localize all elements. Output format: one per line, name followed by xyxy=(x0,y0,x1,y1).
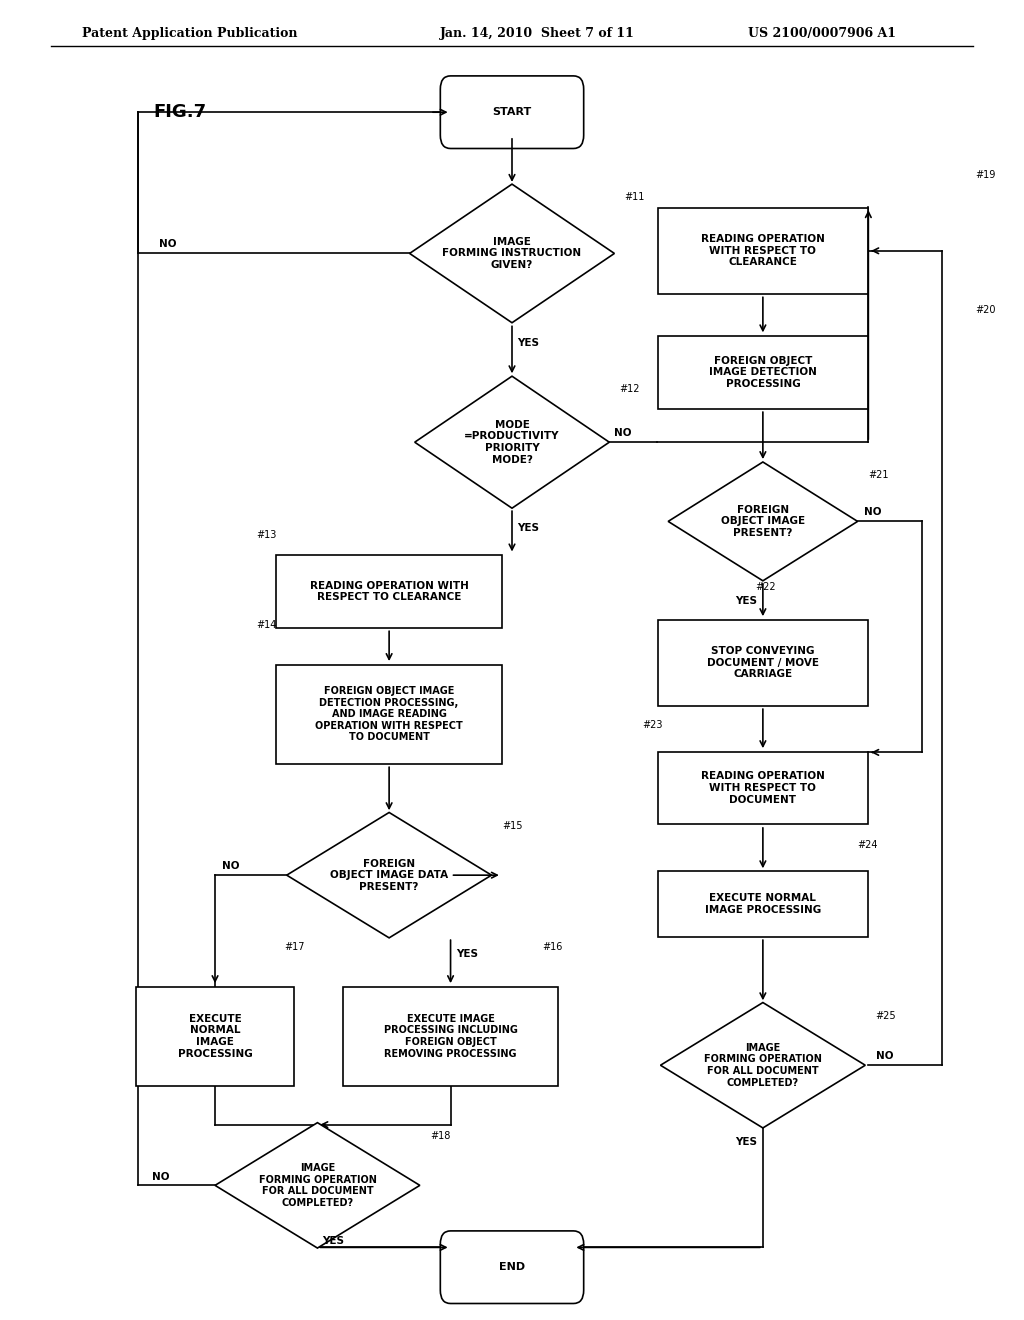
Text: Jan. 14, 2010  Sheet 7 of 11: Jan. 14, 2010 Sheet 7 of 11 xyxy=(440,26,635,40)
Text: FOREIGN OBJECT IMAGE
DETECTION PROCESSING,
AND IMAGE READING
OPERATION WITH RESP: FOREIGN OBJECT IMAGE DETECTION PROCESSIN… xyxy=(315,686,463,742)
Text: FOREIGN
OBJECT IMAGE DATA
PRESENT?: FOREIGN OBJECT IMAGE DATA PRESENT? xyxy=(330,858,449,892)
Text: Patent Application Publication: Patent Application Publication xyxy=(82,26,297,40)
Text: YES: YES xyxy=(735,1137,757,1147)
Text: READING OPERATION WITH
RESPECT TO CLEARANCE: READING OPERATION WITH RESPECT TO CLEARA… xyxy=(309,581,469,602)
FancyBboxPatch shape xyxy=(135,987,295,1085)
Text: FOREIGN
OBJECT IMAGE
PRESENT?: FOREIGN OBJECT IMAGE PRESENT? xyxy=(721,504,805,539)
Text: MODE
=PRODUCTIVITY
PRIORITY
MODE?: MODE =PRODUCTIVITY PRIORITY MODE? xyxy=(464,420,560,465)
Text: YES: YES xyxy=(735,595,757,606)
Text: READING OPERATION
WITH RESPECT TO
CLEARANCE: READING OPERATION WITH RESPECT TO CLEARA… xyxy=(701,234,824,268)
Text: #18: #18 xyxy=(430,1131,451,1140)
FancyBboxPatch shape xyxy=(657,752,867,824)
FancyBboxPatch shape xyxy=(440,75,584,149)
Text: NO: NO xyxy=(221,861,240,871)
FancyBboxPatch shape xyxy=(657,871,867,937)
Polygon shape xyxy=(287,812,492,937)
Text: NO: NO xyxy=(614,428,632,438)
Polygon shape xyxy=(215,1122,420,1249)
Text: YES: YES xyxy=(517,338,539,348)
Text: READING OPERATION
WITH RESPECT TO
DOCUMENT: READING OPERATION WITH RESPECT TO DOCUME… xyxy=(701,771,824,805)
Text: #12: #12 xyxy=(620,384,640,395)
FancyBboxPatch shape xyxy=(440,1230,584,1304)
Polygon shape xyxy=(410,183,614,322)
Text: #20: #20 xyxy=(975,305,996,314)
Text: EXECUTE IMAGE
PROCESSING INCLUDING
FOREIGN OBJECT
REMOVING PROCESSING: EXECUTE IMAGE PROCESSING INCLUDING FOREI… xyxy=(384,1014,517,1059)
Text: NO: NO xyxy=(864,507,882,517)
Text: #19: #19 xyxy=(975,170,995,180)
Text: STOP CONVEYING
DOCUMENT / MOVE
CARRIAGE: STOP CONVEYING DOCUMENT / MOVE CARRIAGE xyxy=(707,645,819,680)
Text: #13: #13 xyxy=(256,531,276,540)
Text: YES: YES xyxy=(517,523,539,533)
FancyBboxPatch shape xyxy=(657,207,867,293)
Text: YES: YES xyxy=(456,949,477,960)
Text: IMAGE
FORMING INSTRUCTION
GIVEN?: IMAGE FORMING INSTRUCTION GIVEN? xyxy=(442,236,582,271)
Text: EXECUTE NORMAL
IMAGE PROCESSING: EXECUTE NORMAL IMAGE PROCESSING xyxy=(705,894,821,915)
FancyBboxPatch shape xyxy=(657,620,867,705)
Text: #11: #11 xyxy=(625,193,645,202)
Text: NO: NO xyxy=(159,239,176,249)
Text: EXECUTE
NORMAL
IMAGE
PROCESSING: EXECUTE NORMAL IMAGE PROCESSING xyxy=(178,1014,252,1059)
Text: #24: #24 xyxy=(858,840,879,850)
Text: NO: NO xyxy=(152,1172,169,1183)
Polygon shape xyxy=(660,1003,865,1127)
FancyBboxPatch shape xyxy=(276,664,502,763)
Text: #15: #15 xyxy=(502,821,522,830)
Text: IMAGE
FORMING OPERATION
FOR ALL DOCUMENT
COMPLETED?: IMAGE FORMING OPERATION FOR ALL DOCUMENT… xyxy=(258,1163,377,1208)
FancyBboxPatch shape xyxy=(276,554,502,627)
Text: FOREIGN OBJECT
IMAGE DETECTION
PROCESSING: FOREIGN OBJECT IMAGE DETECTION PROCESSIN… xyxy=(709,355,817,389)
Text: #21: #21 xyxy=(868,470,889,480)
Text: #23: #23 xyxy=(643,721,664,730)
Text: #14: #14 xyxy=(256,620,276,630)
Text: YES: YES xyxy=(323,1236,344,1246)
Text: START: START xyxy=(493,107,531,117)
Text: IMAGE
FORMING OPERATION
FOR ALL DOCUMENT
COMPLETED?: IMAGE FORMING OPERATION FOR ALL DOCUMENT… xyxy=(703,1043,822,1088)
Text: NO: NO xyxy=(876,1051,893,1061)
Text: FIG.7: FIG.7 xyxy=(154,103,207,121)
Text: US 2100/0007906 A1: US 2100/0007906 A1 xyxy=(748,26,896,40)
Text: #16: #16 xyxy=(543,942,563,952)
Text: END: END xyxy=(499,1262,525,1272)
Text: #17: #17 xyxy=(284,942,305,952)
Text: #25: #25 xyxy=(876,1011,896,1020)
Polygon shape xyxy=(668,462,858,581)
FancyBboxPatch shape xyxy=(657,335,867,409)
Text: #22: #22 xyxy=(756,582,776,591)
Polygon shape xyxy=(415,376,609,508)
FancyBboxPatch shape xyxy=(343,987,558,1085)
